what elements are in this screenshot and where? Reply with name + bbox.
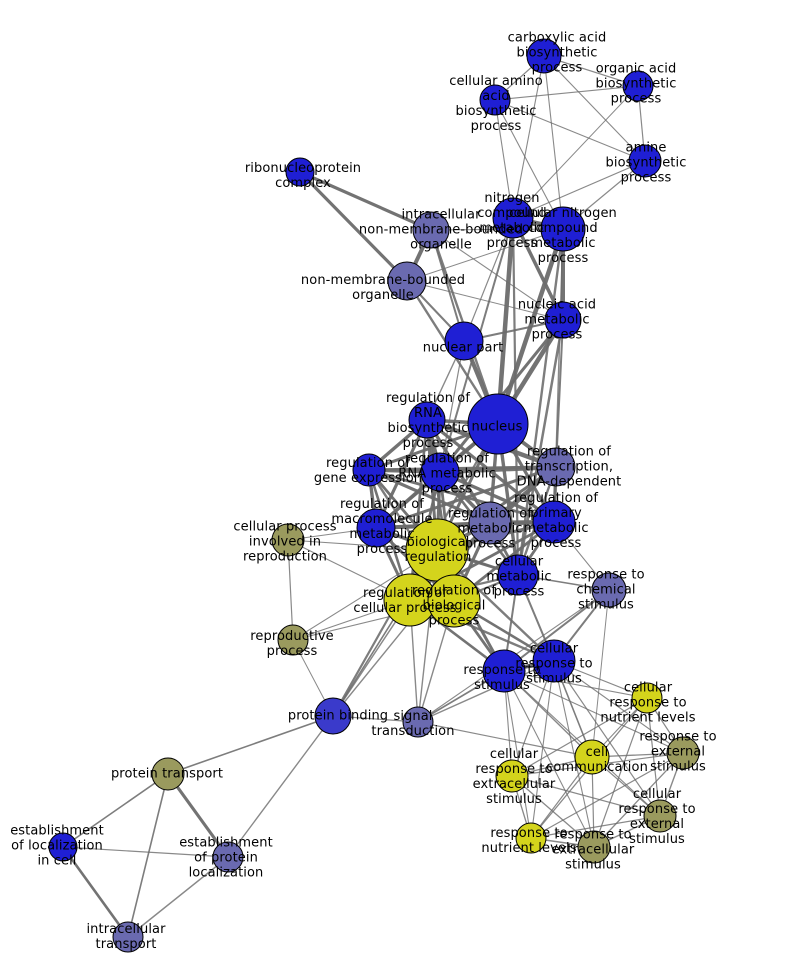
graph-node[interactable] <box>540 206 586 252</box>
graph-edge <box>227 715 334 858</box>
graph-node[interactable] <box>427 574 481 628</box>
graph-edge <box>298 170 433 232</box>
graph-edge <box>374 418 429 530</box>
graph-edge <box>516 318 565 577</box>
graph-node[interactable] <box>577 830 611 864</box>
graph-edge <box>439 340 465 473</box>
graph-node[interactable] <box>622 70 654 102</box>
graph-edge <box>530 815 661 839</box>
graph-edge <box>555 319 564 468</box>
graph-node[interactable] <box>544 301 582 339</box>
graph-node[interactable] <box>495 759 529 793</box>
graph-edge <box>503 670 684 754</box>
graph-node[interactable] <box>536 447 576 487</box>
graph-edge <box>530 660 555 839</box>
edges-layer <box>61 55 684 939</box>
graph-edge <box>494 99 646 162</box>
graph-edge <box>503 670 532 839</box>
graph-node[interactable] <box>492 197 534 239</box>
graph-edge <box>512 55 545 219</box>
graph-node[interactable] <box>420 452 460 492</box>
graph-edge <box>512 160 646 219</box>
graph-node[interactable] <box>467 393 529 455</box>
graph-node[interactable] <box>591 572 627 608</box>
graph-edge <box>543 55 564 230</box>
graph-node[interactable] <box>643 799 677 833</box>
graph-edge <box>61 845 130 939</box>
graph-edge <box>367 468 492 525</box>
graph-edge <box>503 589 610 672</box>
graph-node[interactable] <box>408 401 446 439</box>
graph-edge <box>298 170 409 283</box>
graph-edge <box>503 670 595 848</box>
graph-node[interactable] <box>479 84 511 116</box>
nodes-layer <box>48 38 700 953</box>
graph-node[interactable] <box>628 144 662 178</box>
graph-node[interactable] <box>468 501 512 545</box>
graph-edge <box>495 215 516 427</box>
graph-node[interactable] <box>574 739 610 775</box>
graph-edge <box>127 773 169 938</box>
graph-edge <box>417 721 593 758</box>
graph-node[interactable] <box>212 841 244 873</box>
graph-edge <box>530 752 684 839</box>
graph-edge <box>543 55 646 162</box>
graph-edge <box>406 228 564 282</box>
graph-edge <box>511 697 648 777</box>
graph-node[interactable] <box>48 832 78 862</box>
graph-node[interactable] <box>402 706 434 738</box>
graph-edge <box>516 227 565 577</box>
graph-edge <box>495 226 566 427</box>
graph-node[interactable] <box>356 508 396 548</box>
graph-node[interactable] <box>515 822 547 854</box>
graph-edge <box>463 217 514 342</box>
graph-edge <box>287 539 294 641</box>
graph-node[interactable] <box>532 639 576 683</box>
graph-node[interactable] <box>352 453 386 487</box>
graph-edge <box>553 660 684 754</box>
graph-node[interactable] <box>405 518 469 582</box>
graph-edge <box>494 99 564 230</box>
graph-edge <box>591 589 610 758</box>
graph-edge <box>127 856 229 938</box>
graph-edge <box>511 775 661 817</box>
graph-node[interactable] <box>285 157 315 187</box>
graph-node[interactable] <box>151 757 185 791</box>
graph-node[interactable] <box>112 921 144 953</box>
graph-edge <box>494 85 639 101</box>
graph-node[interactable] <box>277 624 309 656</box>
graph-node[interactable] <box>497 554 539 596</box>
graph-edge <box>62 773 169 848</box>
graph-edge <box>512 85 639 219</box>
graph-node[interactable] <box>532 500 576 544</box>
graph-node[interactable] <box>271 523 305 557</box>
graph-edge <box>503 670 648 699</box>
graph-edge <box>166 772 230 859</box>
graph-node[interactable] <box>314 697 352 735</box>
graph-node[interactable] <box>666 736 700 770</box>
graph-edge <box>553 660 595 848</box>
graph-node[interactable] <box>482 649 526 693</box>
graph-edge <box>62 846 229 858</box>
graph-node[interactable] <box>526 38 562 74</box>
graph-node[interactable] <box>444 321 484 361</box>
graph-node[interactable] <box>631 682 663 714</box>
graph-node[interactable] <box>412 211 450 249</box>
graph-edge <box>593 697 648 848</box>
graph-edge <box>593 752 684 848</box>
graph-edge <box>511 775 595 848</box>
graph-edge <box>417 660 555 723</box>
graph-node[interactable] <box>387 261 427 301</box>
graph-edge <box>167 715 334 775</box>
graph-edge <box>553 660 661 817</box>
